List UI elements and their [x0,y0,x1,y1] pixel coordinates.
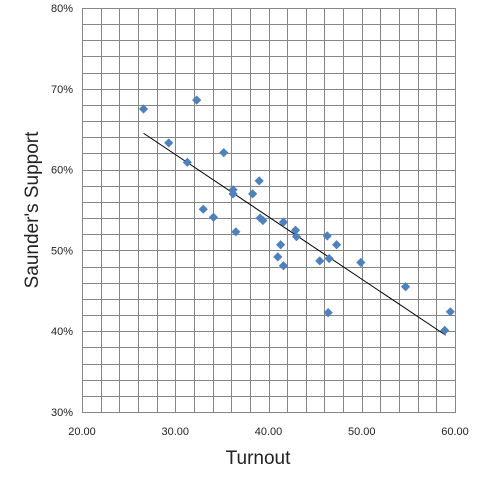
tick-labels: 20.00 30.00 40.00 50.00 60.00 30% 40% 50% 60% 70%… [51,3,469,438]
x-tick-label: 30.00 [161,426,189,438]
data-point [231,227,241,237]
plot-frame [82,8,456,413]
x-tick-label: 20.00 [68,426,96,438]
data-point [273,252,283,262]
grid [82,8,456,413]
data-point [164,138,174,148]
data-point [315,256,325,266]
data-point [198,204,208,214]
x-axis-title: Turnout [226,448,291,469]
data-point [219,148,229,158]
y-tick-label: 40% [51,326,73,338]
data-point [182,157,192,167]
data-point [440,325,450,335]
y-tick-label: 50% [51,245,73,257]
data-point [322,231,332,241]
data-point [400,282,411,292]
x-tick-label: 60.00 [441,426,469,438]
points-layer [138,95,455,335]
data-point [208,212,219,222]
data-point [331,240,342,250]
data-point [258,215,268,226]
data-point [290,225,301,235]
y-tick-label: 80% [51,3,73,15]
y-tick-label: 60% [51,165,73,177]
data-point [228,189,238,199]
data-point [278,261,289,271]
y-tick-label: 30% [51,407,73,419]
data-point [254,176,264,186]
y-axis-title: Saunder's Support [22,131,43,289]
data-point [445,307,455,317]
data-point [192,95,202,105]
data-point [276,240,286,250]
data-point [291,232,302,242]
data-point [138,104,149,114]
data-point [356,257,366,268]
data-point [323,308,333,318]
y-tick-label: 70% [51,84,73,96]
data-point [248,189,258,199]
x-tick-label: 50.00 [348,426,376,438]
x-tick-label: 40.00 [255,426,283,438]
data-point [278,217,289,227]
data-point [324,253,334,264]
